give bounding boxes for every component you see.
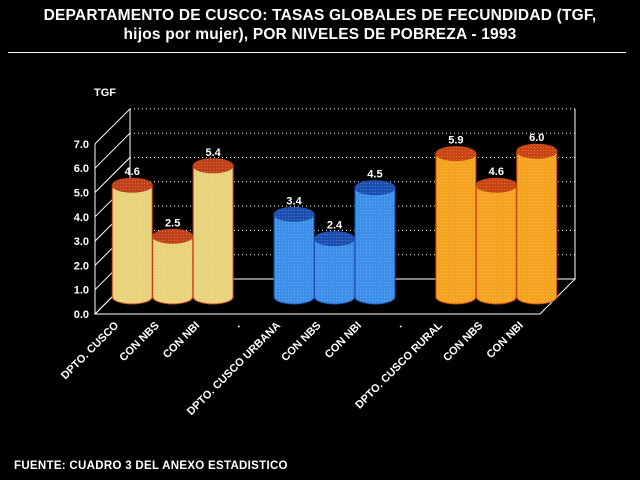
bar-value-label: 3.4 [286,195,302,207]
y-tick-label: 6.0 [74,163,89,175]
bar-texture [476,185,517,304]
y-gridline-diagonal [94,132,131,169]
bars [111,143,558,305]
bar-texture [274,214,315,304]
bar-2 [192,158,234,305]
x-tick-label: CON NBI [323,320,364,361]
x-tick-label: CON NBS [117,320,161,364]
bar-value-label: 6.0 [529,132,544,144]
x-tick-label: . [232,320,243,331]
bar-0 [111,177,153,305]
bar-value-label: 5.9 [448,135,463,147]
bar-top-texture [193,158,234,173]
y-gridline-diagonal [94,157,131,193]
bar-value-label: 4.6 [125,166,140,178]
bar-value-label: 4.5 [367,169,382,181]
chart-title-line2: hijos por mujer), POR NIVELES DE POBREZA… [123,26,517,43]
x-tick-label: . [394,320,405,331]
y-tick-label: 5.0 [74,188,89,200]
chart-title-line1: DEPARTAMENTO DE CUSCO: TASAS GLOBALES DE… [43,7,597,24]
bar-top-texture [274,207,315,222]
bar-10 [516,143,558,305]
bar-texture [112,185,153,304]
x-tick-label: CON NBI [161,320,202,361]
bar-8 [435,146,477,305]
y-tick-label: 3.0 [74,236,89,248]
x-tick-label: DPTO. CUSCO [59,319,122,382]
bar-top-texture [435,146,476,161]
chart-title: DEPARTAMENTO DE CUSCO: TASAS GLOBALES DE… [0,6,640,44]
bar-texture [435,153,476,304]
y-tick-label: 4.0 [74,212,89,224]
bar-4 [273,206,315,305]
bar-value-label: 2.5 [165,217,180,229]
bar-top-texture [112,178,153,193]
bar-value-label: 5.4 [205,147,221,159]
x-tick-label: DPTO. CUSCO URBANA [185,320,283,418]
y-axis-label: TGF [94,87,116,99]
bar-texture [354,187,395,304]
y-tick-label: 0.0 [74,309,89,321]
bar-texture [314,238,355,304]
bar-6 [354,180,396,305]
bar-top-texture [516,144,557,159]
bar-top-texture [314,231,355,246]
y-tick-label: 2.0 [74,260,89,272]
x-tick-label: DPTO. CUSCO RURAL [353,319,445,411]
bar-1 [152,228,194,305]
bar-value-label: 2.4 [327,220,343,232]
bar-top-texture [152,229,193,244]
bar-9 [475,177,517,305]
y-tick-label: 1.0 [74,285,89,297]
bar-texture [152,236,193,304]
bar-5 [314,231,355,305]
bar-texture [516,151,557,304]
title-divider [8,52,626,53]
x-tick-label: CON NBI [485,320,526,361]
bar-texture [193,165,234,304]
bar-top-texture [354,180,395,195]
source-note: FUENTE: CUADRO 3 DEL ANEXO ESTADISTICO [14,460,288,472]
bar-top-texture [476,178,517,193]
bar-value-label: 4.6 [489,166,504,178]
x-tick-label: CON NBS [279,320,323,364]
x-tick-label: CON NBS [441,320,485,364]
y-tick-label: 7.0 [74,139,89,151]
y-gridline-diagonal [94,108,131,145]
